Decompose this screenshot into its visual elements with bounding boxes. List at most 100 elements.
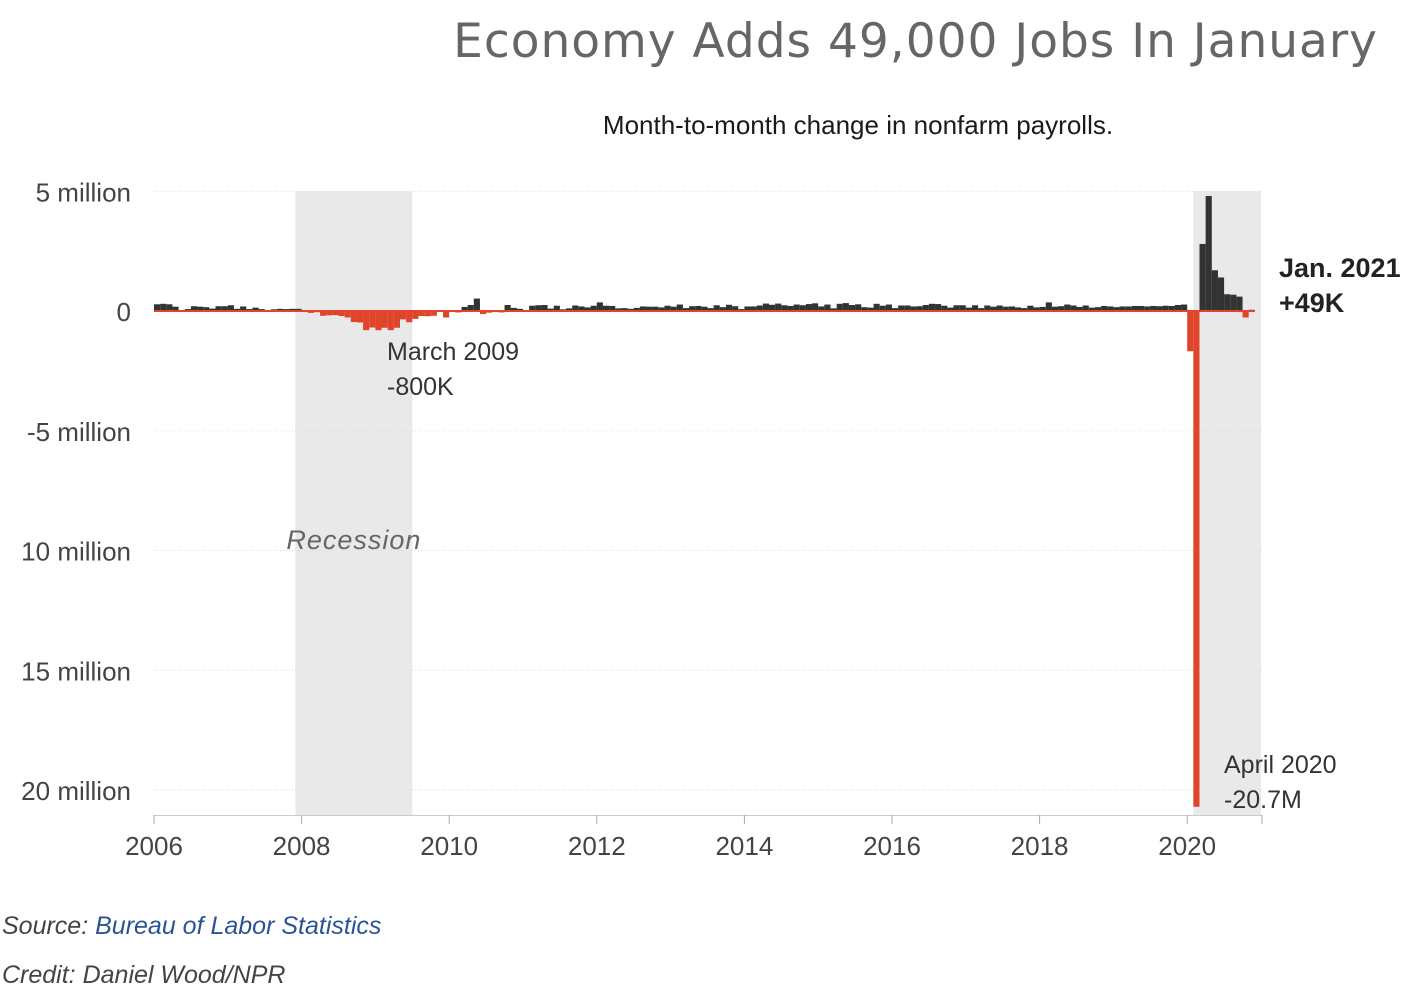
- bar: [1045, 302, 1052, 311]
- bar: [289, 308, 296, 311]
- bar: [332, 311, 339, 316]
- bar: [1033, 307, 1040, 311]
- bar: [787, 305, 794, 311]
- bar: [1205, 196, 1212, 311]
- bar: [1211, 270, 1218, 311]
- bar: [719, 307, 726, 311]
- bar: [1076, 306, 1083, 311]
- bar: [473, 298, 480, 311]
- bar: [652, 306, 659, 311]
- bar: [1027, 305, 1034, 311]
- bar: [646, 306, 653, 311]
- bar: [430, 311, 437, 316]
- bar: [658, 307, 665, 311]
- x-tick-label: 2016: [863, 831, 921, 861]
- bar: [553, 305, 560, 311]
- bar: [1131, 305, 1138, 311]
- x-tick-label: 2010: [420, 831, 478, 861]
- bar: [682, 308, 690, 311]
- bar: [418, 311, 425, 317]
- bar: [350, 311, 357, 323]
- bar: [197, 306, 204, 311]
- x-tick-label: 2014: [715, 831, 773, 861]
- annotation-title: April 2020: [1224, 751, 1337, 779]
- bar: [713, 305, 720, 311]
- bar: [928, 303, 936, 311]
- bar: [240, 306, 247, 311]
- bar: [910, 306, 917, 311]
- bar: [363, 311, 370, 331]
- x-tick-label: 2020: [1158, 831, 1216, 861]
- recession-bands: Recession: [286, 191, 1261, 815]
- bar: [369, 311, 376, 328]
- bar: [252, 307, 259, 311]
- bar: [1224, 294, 1231, 311]
- bar: [584, 307, 591, 311]
- bar: [393, 311, 400, 328]
- bar: [609, 305, 616, 311]
- bar: [1088, 307, 1095, 311]
- bar: [664, 305, 671, 311]
- y-tick-label: 10 million: [21, 537, 131, 567]
- bar: [836, 303, 843, 311]
- annotation-value: +49K: [1279, 288, 1345, 318]
- bar: [356, 311, 364, 323]
- bar: [1168, 305, 1175, 311]
- bar: [922, 305, 929, 311]
- bar: [1217, 277, 1225, 311]
- bar: [639, 306, 646, 311]
- y-tick-label: -5 million: [27, 417, 131, 447]
- annotation-title: Jan. 2021: [1279, 253, 1401, 283]
- bar: [203, 307, 210, 311]
- bar: [443, 311, 450, 318]
- bar: [1058, 306, 1065, 311]
- bar: [1008, 306, 1015, 311]
- bar: [535, 305, 542, 311]
- bar: [799, 305, 806, 311]
- chart-title: Economy Adds 49,000 Jobs In January: [453, 14, 1378, 69]
- y-tick-label: 20 million: [21, 776, 131, 806]
- bar: [892, 308, 899, 311]
- bar: [762, 303, 769, 311]
- bar: [885, 304, 892, 311]
- y-tick-label: 15 million: [21, 656, 131, 686]
- bar: [1039, 306, 1046, 311]
- bar: [1162, 305, 1169, 311]
- bar: [400, 311, 407, 320]
- axes: 5 million 0 -5 million 10 million 15 million…: [21, 177, 1263, 861]
- bar: [670, 306, 677, 311]
- bar: [1230, 294, 1237, 311]
- bar: [516, 308, 523, 311]
- source-line: Source: Bureau of Labor Statistics: [2, 912, 381, 941]
- bar: [541, 305, 548, 311]
- bar: [984, 305, 991, 311]
- annotations: March 2009 -800K April 2020 -20.7M Jan. 2021…: [387, 253, 1401, 814]
- bar: [166, 304, 173, 311]
- bar: [461, 306, 468, 311]
- bar: [154, 304, 161, 311]
- bar: [227, 305, 234, 311]
- bar: [978, 308, 985, 311]
- annotation-title: March 2009: [387, 338, 519, 366]
- bar: [621, 308, 628, 311]
- bars: [154, 196, 1255, 807]
- bar: [615, 308, 622, 311]
- bar: [775, 303, 782, 311]
- bar: [381, 311, 388, 328]
- bar: [756, 305, 763, 311]
- bar: [695, 305, 702, 311]
- bar: [701, 306, 708, 311]
- bar: [590, 305, 597, 311]
- bar: [824, 304, 831, 311]
- bar: [602, 305, 610, 311]
- bar: [935, 304, 942, 311]
- bar: [873, 303, 880, 311]
- y-tick-label: 0: [117, 297, 131, 327]
- annotation-value: -800K: [387, 373, 454, 401]
- source-link[interactable]: Bureau of Labor Statistics: [95, 912, 382, 940]
- recession-label: Recession: [286, 525, 421, 555]
- bar: [1015, 307, 1022, 311]
- bar: [295, 308, 302, 311]
- bar: [504, 305, 511, 311]
